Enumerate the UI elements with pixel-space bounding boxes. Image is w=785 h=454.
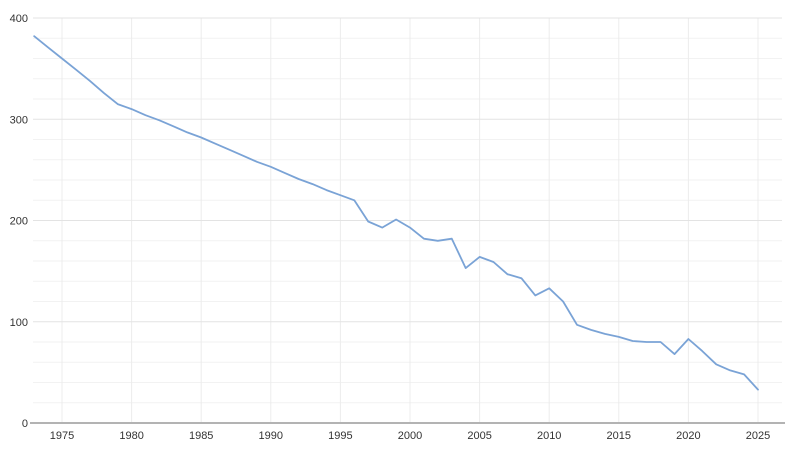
x-axis-tick-label: 2020 xyxy=(676,430,700,442)
y-axis-tick-label: 100 xyxy=(10,317,28,329)
x-axis-tick-label: 2005 xyxy=(467,430,491,442)
y-axis-tick-label: 0 xyxy=(22,418,28,430)
x-axis-tick-label: 1990 xyxy=(259,430,283,442)
major-gridlines xyxy=(33,17,782,323)
x-axis-tick-label: 1975 xyxy=(50,430,74,442)
x-axis-tick-label: 2010 xyxy=(537,430,561,442)
series-line[interactable] xyxy=(33,35,759,391)
x-axis-tick-label: 2015 xyxy=(607,430,631,442)
minor-gridlines xyxy=(33,37,782,404)
data-line-series[interactable] xyxy=(33,35,759,391)
x-axis-tick-label: 1995 xyxy=(328,430,352,442)
y-axis-tick-label: 300 xyxy=(10,114,28,126)
y-axis-tick-labels: 0 100 200 300 400 xyxy=(10,13,28,430)
x-axis-tick-label: 1985 xyxy=(189,430,213,442)
x-axis-tick-label: 1980 xyxy=(119,430,143,442)
x-axis-tick-labels: 1975 1980 1985 1990 1995 2000 2005 2010 2015 2020… xyxy=(50,430,770,442)
y-axis-tick-label: 200 xyxy=(10,216,28,228)
x-axis-tick-label: 2025 xyxy=(746,430,770,442)
x-axis-tick-label: 2000 xyxy=(398,430,422,442)
y-axis-tick-label: 400 xyxy=(10,13,28,25)
